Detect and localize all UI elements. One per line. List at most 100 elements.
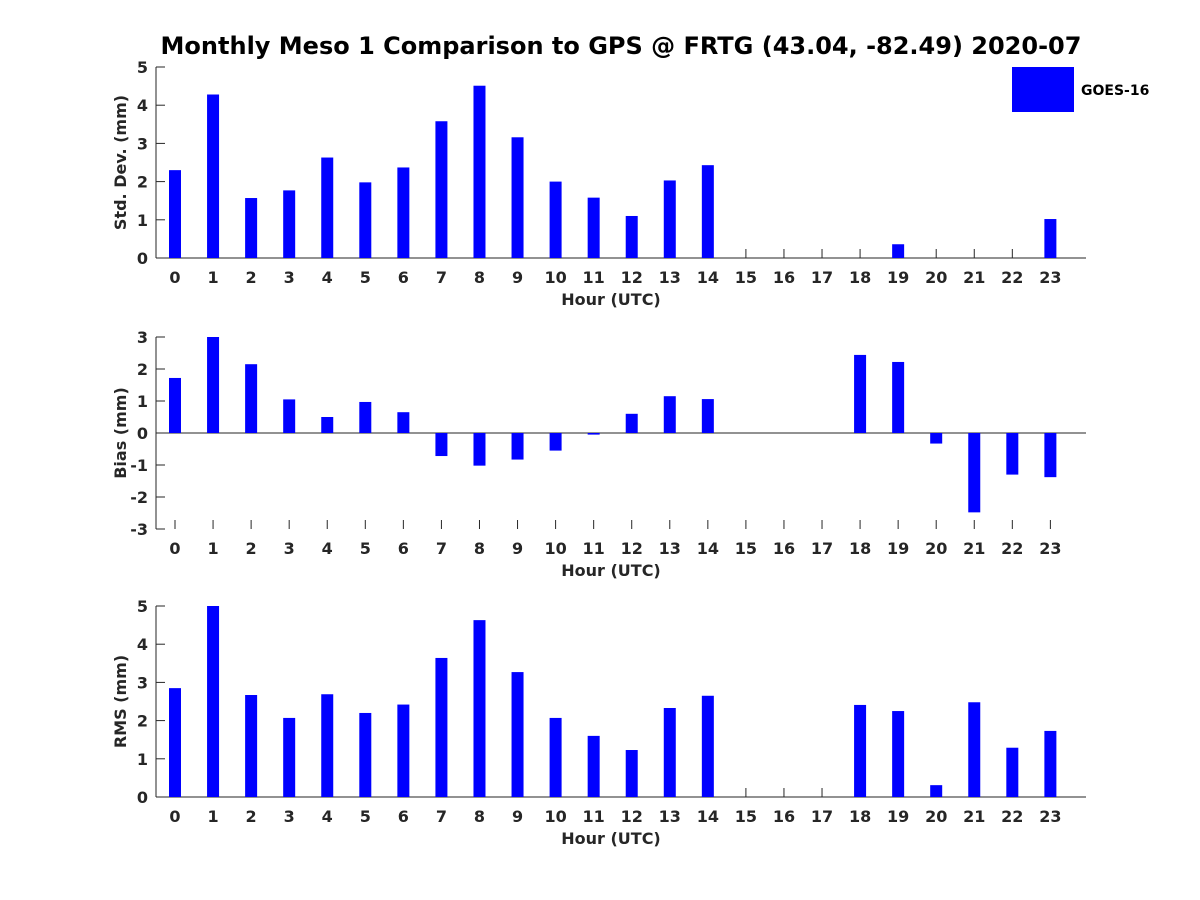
bar-hour-6 [397, 412, 410, 433]
bar-hour-5 [359, 182, 372, 258]
chart-legend: GOES-16 [1012, 67, 1149, 112]
x-tick-label: 4 [322, 807, 333, 826]
x-tick-label: 14 [697, 539, 719, 558]
bar-hour-7 [435, 121, 448, 258]
y-axis-label: RMS (mm) [111, 655, 130, 748]
y-tick-label: -3 [130, 520, 148, 539]
x-tick-label: 17 [811, 539, 833, 558]
bar-hour-8 [473, 433, 486, 466]
x-tick-label: 13 [659, 807, 681, 826]
x-tick-label: 6 [398, 807, 409, 826]
x-tick-label: 9 [512, 539, 523, 558]
x-tick-label: 22 [1001, 268, 1023, 287]
y-tick-label: 0 [137, 788, 148, 807]
chart-title: Monthly Meso 1 Comparison to GPS @ FRTG … [161, 32, 1082, 60]
legend-label: GOES-16 [1081, 83, 1149, 99]
x-tick-label: 1 [207, 268, 218, 287]
x-tick-label: 16 [773, 268, 795, 287]
bar-hour-2 [245, 198, 258, 258]
x-tick-label: 10 [544, 807, 566, 826]
x-tick-label: 18 [849, 539, 871, 558]
bar-hour-18 [854, 354, 867, 433]
bar-hour-8 [473, 620, 486, 797]
bar-hour-8 [473, 85, 486, 258]
x-tick-label: 3 [284, 807, 295, 826]
bar-hour-14 [701, 695, 714, 797]
y-tick-label: 3 [137, 134, 148, 153]
y-tick-label: 5 [137, 597, 148, 616]
x-tick-label: 13 [659, 268, 681, 287]
x-tick-label: 7 [436, 539, 447, 558]
y-tick-label: 4 [137, 96, 148, 115]
bar-hour-22 [1006, 747, 1019, 797]
y-tick-label: 2 [137, 712, 148, 731]
y-tick-label: 3 [137, 328, 148, 347]
bar-hour-12 [625, 750, 638, 797]
y-tick-label: 1 [137, 750, 148, 769]
x-tick-label: 23 [1039, 268, 1061, 287]
x-tick-label: 6 [398, 539, 409, 558]
x-tick-label: 14 [697, 268, 719, 287]
x-axis-label: Hour (UTC) [561, 829, 661, 848]
y-tick-label: 2 [137, 360, 148, 379]
x-tick-label: 11 [583, 807, 605, 826]
x-tick-label: 14 [697, 807, 719, 826]
x-tick-label: 7 [436, 268, 447, 287]
bar-hour-1 [207, 606, 220, 797]
x-tick-label: 23 [1039, 807, 1061, 826]
x-tick-label: 18 [849, 268, 871, 287]
bar-hour-13 [663, 180, 676, 258]
x-tick-label: 22 [1001, 539, 1023, 558]
bar-hour-7 [435, 433, 448, 457]
bar-hour-21 [968, 433, 981, 513]
y-tick-label: -2 [130, 488, 148, 507]
y-tick-label: 4 [137, 635, 148, 654]
x-tick-label: 17 [811, 807, 833, 826]
x-tick-label: 9 [512, 268, 523, 287]
legend-swatch [1012, 67, 1074, 112]
x-tick-label: 21 [963, 539, 985, 558]
x-tick-label: 20 [925, 539, 947, 558]
y-tick-label: 1 [137, 211, 148, 230]
x-axis-label: Hour (UTC) [561, 561, 661, 580]
bar-hour-2 [245, 695, 258, 797]
bar-hour-20 [930, 785, 943, 797]
x-tick-label: 21 [963, 807, 985, 826]
x-tick-label: 1 [207, 807, 218, 826]
x-axis-label: Hour (UTC) [561, 290, 661, 309]
x-tick-label: 18 [849, 807, 871, 826]
y-tick-label: 3 [137, 673, 148, 692]
y-tick-label: 5 [137, 58, 148, 77]
x-tick-label: 15 [735, 268, 757, 287]
bar-hour-1 [207, 337, 220, 433]
x-tick-label: 11 [583, 539, 605, 558]
bar-hour-11 [587, 433, 600, 435]
bar-hour-4 [321, 417, 334, 433]
x-tick-label: 4 [322, 539, 333, 558]
x-tick-label: 6 [398, 268, 409, 287]
bar-hour-23 [1044, 730, 1057, 797]
x-tick-label: 15 [735, 539, 757, 558]
bar-hour-7 [435, 657, 448, 797]
x-tick-label: 12 [621, 539, 643, 558]
x-tick-label: 12 [621, 268, 643, 287]
bar-hour-10 [549, 717, 562, 797]
bar-hour-14 [701, 165, 714, 258]
bar-hour-21 [968, 702, 981, 797]
x-tick-label: 17 [811, 268, 833, 287]
x-tick-label: 22 [1001, 807, 1023, 826]
x-tick-label: 2 [246, 539, 257, 558]
x-tick-label: 8 [474, 268, 485, 287]
bar-hour-19 [892, 361, 905, 433]
x-tick-label: 19 [887, 807, 909, 826]
x-tick-label: 0 [169, 268, 180, 287]
bar-hour-4 [321, 157, 334, 258]
x-tick-label: 16 [773, 807, 795, 826]
bar-hour-22 [1006, 433, 1019, 475]
bar-hour-6 [397, 167, 410, 258]
bar-hour-1 [207, 94, 220, 258]
